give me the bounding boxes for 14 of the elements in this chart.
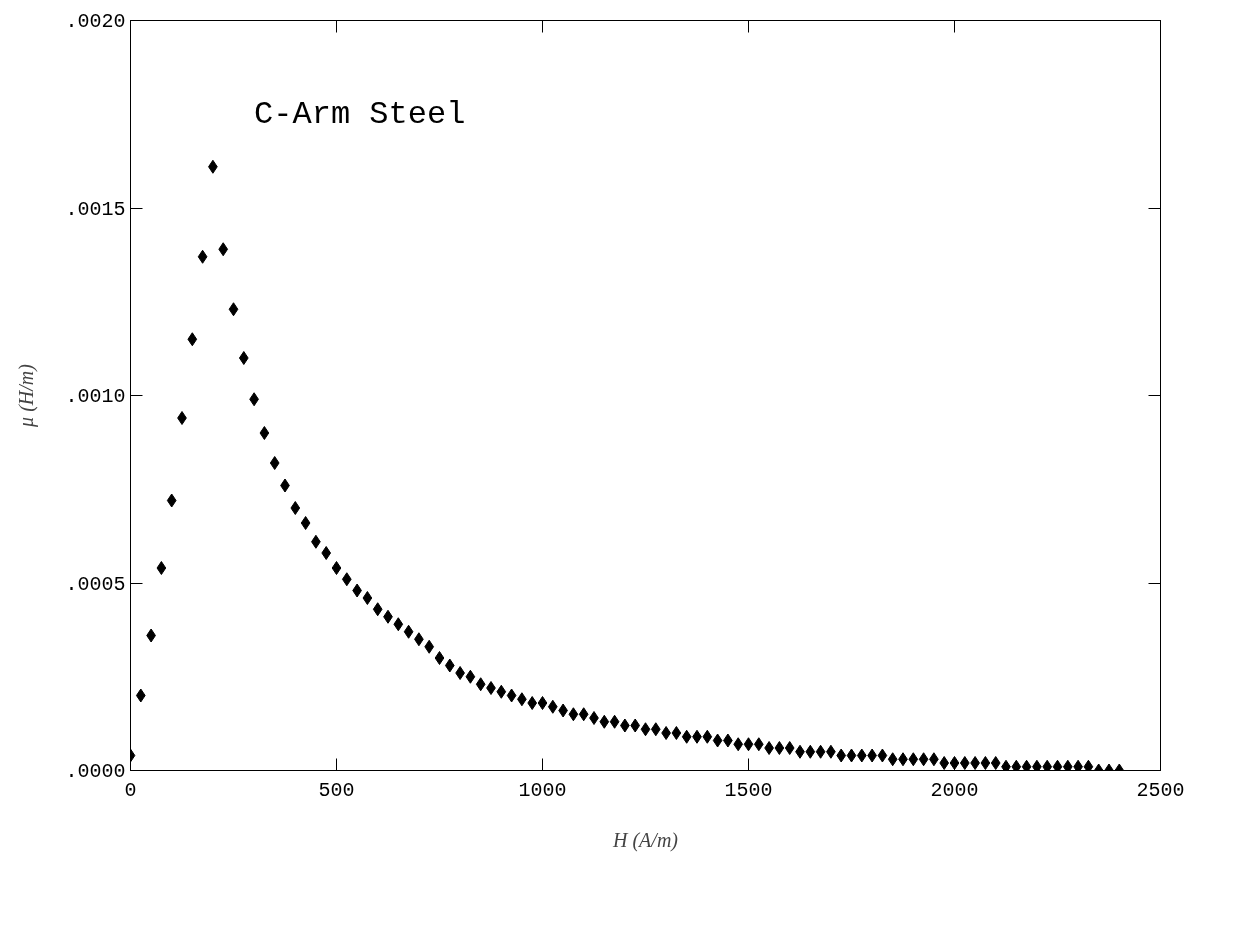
- x-axis-title: H (A/m): [612, 828, 679, 852]
- y-tick-label: .0010: [65, 385, 126, 408]
- y-tick-label: .0000: [65, 760, 126, 783]
- x-tick-label: 1500: [724, 778, 773, 802]
- y-tick-label: .0005: [65, 572, 126, 596]
- x-tick-label: 500: [318, 778, 355, 802]
- x-tick-label: 2500: [1136, 778, 1185, 802]
- y-tick-label: .0015: [65, 197, 126, 221]
- y-tick-label: .0020: [65, 10, 126, 33]
- x-tick-label: 1000: [518, 778, 567, 802]
- x-tick-label: 2000: [930, 778, 979, 802]
- y-axis-title: μ (H/m): [15, 363, 39, 428]
- text: C-Arm Steel: [254, 96, 466, 133]
- x-tick-label: 0: [124, 778, 137, 802]
